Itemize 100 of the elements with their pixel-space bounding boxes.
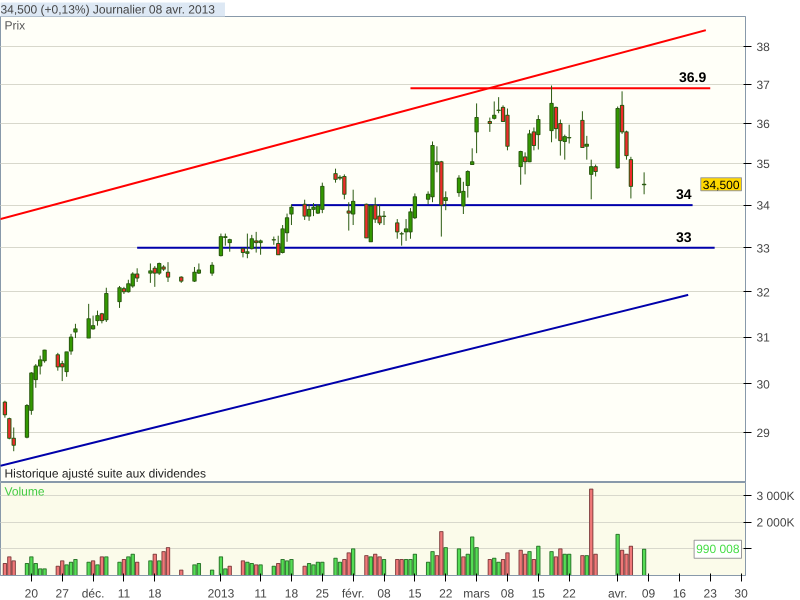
- candlestick: [245, 233, 250, 259]
- candlestick: [258, 239, 263, 256]
- candlestick: [518, 150, 523, 186]
- x-tick-label: févr.: [342, 586, 365, 600]
- bar: [616, 534, 620, 576]
- x-tick-label: 09: [642, 586, 656, 600]
- y-tick-label: 34: [756, 198, 770, 213]
- y-tick-label: 29: [756, 426, 770, 440]
- bar: [580, 555, 585, 576]
- x-tick-label: 15: [532, 586, 546, 600]
- y-tick-label: 31: [756, 330, 770, 345]
- candlestick: [306, 204, 312, 222]
- bar: [628, 546, 634, 576]
- annotation: 33: [676, 228, 692, 245]
- candlestick: [192, 266, 197, 282]
- annotation: Historique ajusté suite aux dividendes: [4, 466, 206, 480]
- bar: [430, 551, 435, 576]
- y-tick-label: 32: [756, 285, 770, 300]
- candlestick: [2, 400, 8, 418]
- chart-title: 34,500 (+0,13%) Journalier 08 avr. 2013: [0, 2, 216, 16]
- bar: [73, 559, 78, 576]
- y-tick-label: 35: [756, 157, 770, 172]
- candlestick: [86, 303, 91, 339]
- bar: [289, 559, 294, 576]
- annotation: 34: [676, 186, 692, 202]
- x-tick-label: 25: [316, 586, 330, 600]
- x-tick-label: déc.: [82, 586, 104, 600]
- y-tick-label: 36: [756, 116, 770, 131]
- bar: [306, 563, 312, 576]
- y-tick-label: 30: [756, 377, 770, 392]
- y-tick-label: 3 000K: [756, 488, 795, 503]
- bar: [161, 551, 166, 576]
- x-tick-label: 18: [284, 586, 298, 600]
- bar: [157, 560, 162, 576]
- candlestick: [302, 199, 307, 220]
- bar: [179, 570, 184, 576]
- bar: [368, 556, 373, 576]
- bar: [536, 546, 540, 576]
- candlestick: [42, 349, 47, 364]
- bar: [377, 556, 382, 576]
- bar: [456, 548, 462, 576]
- candlestick: [342, 174, 346, 200]
- x-tick-label: 27: [56, 586, 70, 600]
- annotation: 34,500: [702, 178, 740, 192]
- bar: [117, 562, 122, 576]
- bar: [316, 562, 320, 576]
- bar: [135, 562, 140, 576]
- x-tick-label: 30: [734, 586, 748, 600]
- bar: [100, 556, 104, 576]
- bar: [364, 555, 369, 576]
- y-tick-label: 2 000K: [756, 515, 795, 530]
- candlestick: [593, 164, 598, 177]
- x-tick-label: 23: [704, 586, 718, 600]
- bar: [333, 558, 338, 576]
- bar: [505, 552, 510, 576]
- bar: [527, 551, 532, 576]
- candlestick: [73, 323, 78, 339]
- x-tick-label: 20: [24, 586, 38, 600]
- bar: [210, 570, 214, 576]
- x-tick-label: 15: [408, 586, 422, 600]
- candlestick: [148, 262, 153, 284]
- bar: [404, 559, 408, 576]
- bar: [338, 562, 342, 576]
- x-tick-label: 2013: [208, 586, 235, 600]
- bar: [302, 566, 307, 576]
- bar: [496, 562, 501, 576]
- x-tick-label: 11: [254, 586, 268, 600]
- x-tick-label: 08: [377, 586, 392, 600]
- bar: [549, 551, 554, 576]
- bar: [351, 548, 356, 576]
- bar: [104, 556, 108, 576]
- bar: [620, 550, 624, 576]
- bar: [439, 531, 444, 576]
- candlestick: [382, 210, 386, 226]
- bar: [280, 559, 285, 576]
- x-tick-label: 08: [500, 586, 514, 600]
- candlestick: [554, 106, 558, 140]
- bar: [412, 554, 418, 576]
- y-tick-label: 37: [756, 78, 770, 92]
- candlestick: [474, 102, 479, 154]
- bar: [64, 564, 69, 576]
- bar: [642, 548, 646, 576]
- x-tick-label: 22: [439, 586, 453, 600]
- x-tick-label: avr.: [608, 586, 628, 600]
- bar: [488, 559, 492, 576]
- bar: [254, 564, 258, 576]
- bar: [584, 555, 589, 576]
- bar: [461, 556, 466, 576]
- bar: [122, 559, 126, 576]
- annotation: Prix: [4, 18, 26, 32]
- bar: [68, 562, 74, 576]
- bar: [382, 559, 386, 576]
- bar: [284, 560, 290, 576]
- candlestick: [333, 168, 338, 184]
- candlestick: [210, 262, 214, 276]
- candlestick: [289, 204, 294, 226]
- bar: [86, 562, 91, 576]
- bar: [29, 556, 34, 576]
- candlestick: [218, 233, 224, 257]
- x-tick-label: 22: [562, 586, 576, 600]
